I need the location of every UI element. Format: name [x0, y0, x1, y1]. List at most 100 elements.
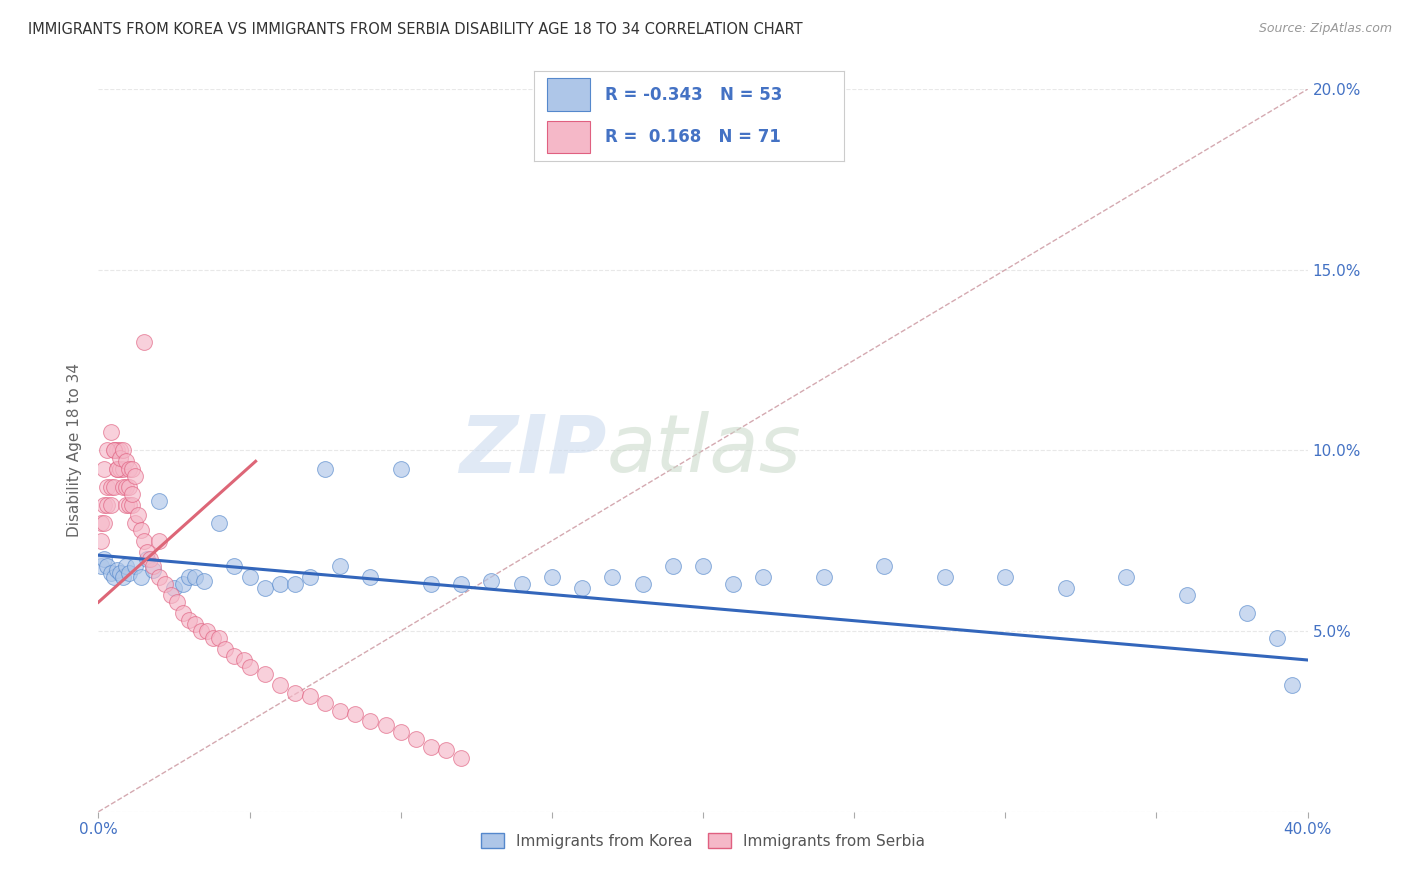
Point	[90, 533, 112, 548]
Point	[103, 480, 125, 494]
Point	[100, 498, 122, 512]
Point	[96, 443, 118, 458]
Point	[111, 570, 134, 584]
Point	[96, 559, 118, 574]
Point	[253, 581, 276, 595]
Point	[184, 616, 207, 631]
Point	[105, 461, 128, 475]
Point	[124, 468, 146, 483]
Point	[232, 653, 254, 667]
Point	[160, 588, 183, 602]
Point	[172, 577, 194, 591]
Point	[142, 563, 165, 577]
Point	[224, 559, 246, 574]
Point	[510, 577, 533, 591]
Point	[214, 642, 236, 657]
Point	[121, 498, 143, 512]
Point	[239, 570, 262, 584]
Point	[172, 606, 194, 620]
Point	[344, 707, 367, 722]
Point	[692, 559, 714, 574]
Point	[360, 570, 382, 584]
Point	[111, 443, 134, 458]
Point	[111, 480, 134, 494]
Text: Source: ZipAtlas.com: Source: ZipAtlas.com	[1258, 22, 1392, 36]
Point	[124, 516, 146, 530]
Point	[540, 570, 562, 584]
Point	[148, 570, 170, 584]
Point	[153, 577, 176, 591]
Point	[103, 443, 125, 458]
Point	[96, 480, 118, 494]
Point	[114, 498, 136, 512]
Point	[284, 685, 307, 699]
Point	[108, 461, 131, 475]
Point	[129, 523, 152, 537]
Point	[114, 559, 136, 574]
Point	[93, 498, 115, 512]
Point	[374, 718, 396, 732]
Point	[195, 624, 218, 639]
Point	[118, 566, 141, 581]
Point	[111, 461, 134, 475]
Point	[100, 566, 122, 581]
Point	[405, 732, 427, 747]
Point	[329, 559, 352, 574]
Y-axis label: Disability Age 18 to 34: Disability Age 18 to 34	[67, 363, 83, 538]
Point	[100, 425, 122, 440]
Point	[284, 577, 307, 591]
Point	[118, 498, 141, 512]
Point	[1267, 632, 1289, 646]
Text: IMMIGRANTS FROM KOREA VS IMMIGRANTS FROM SERBIA DISABILITY AGE 18 TO 34 CORRELAT: IMMIGRANTS FROM KOREA VS IMMIGRANTS FROM…	[28, 22, 803, 37]
Point	[108, 450, 131, 465]
Point	[121, 461, 143, 475]
Point	[100, 480, 122, 494]
Point	[631, 577, 654, 591]
Point	[105, 461, 128, 475]
Text: atlas: atlas	[606, 411, 801, 490]
Point	[90, 559, 112, 574]
Point	[118, 480, 141, 494]
Point	[114, 454, 136, 468]
Text: R =  0.168   N = 71: R = 0.168 N = 71	[606, 128, 782, 146]
Point	[269, 577, 291, 591]
Point	[434, 743, 457, 757]
Point	[224, 649, 246, 664]
Point	[994, 570, 1017, 584]
Point	[1175, 588, 1198, 602]
Point	[450, 750, 472, 764]
Point	[139, 551, 162, 566]
FancyBboxPatch shape	[547, 78, 591, 111]
Point	[202, 632, 225, 646]
Point	[193, 574, 215, 588]
Point	[105, 563, 128, 577]
Point	[103, 443, 125, 458]
Point	[129, 570, 152, 584]
Point	[179, 570, 201, 584]
Point	[208, 516, 231, 530]
Point	[1281, 678, 1303, 692]
Point	[179, 613, 201, 627]
Point	[190, 624, 212, 639]
Point	[1054, 581, 1077, 595]
Point	[602, 570, 624, 584]
Point	[661, 559, 683, 574]
Point	[121, 487, 143, 501]
Point	[314, 461, 336, 475]
Point	[299, 570, 322, 584]
Point	[329, 704, 352, 718]
Point	[239, 660, 262, 674]
Point	[90, 516, 112, 530]
Point	[103, 570, 125, 584]
Point	[253, 667, 276, 681]
Point	[163, 581, 186, 595]
Point	[571, 581, 593, 595]
Point	[420, 739, 443, 754]
Point	[148, 533, 170, 548]
Point	[314, 697, 336, 711]
Point	[118, 461, 141, 475]
Point	[389, 725, 412, 739]
Point	[299, 689, 322, 703]
Text: R = -0.343   N = 53: R = -0.343 N = 53	[606, 86, 783, 103]
Point	[934, 570, 956, 584]
